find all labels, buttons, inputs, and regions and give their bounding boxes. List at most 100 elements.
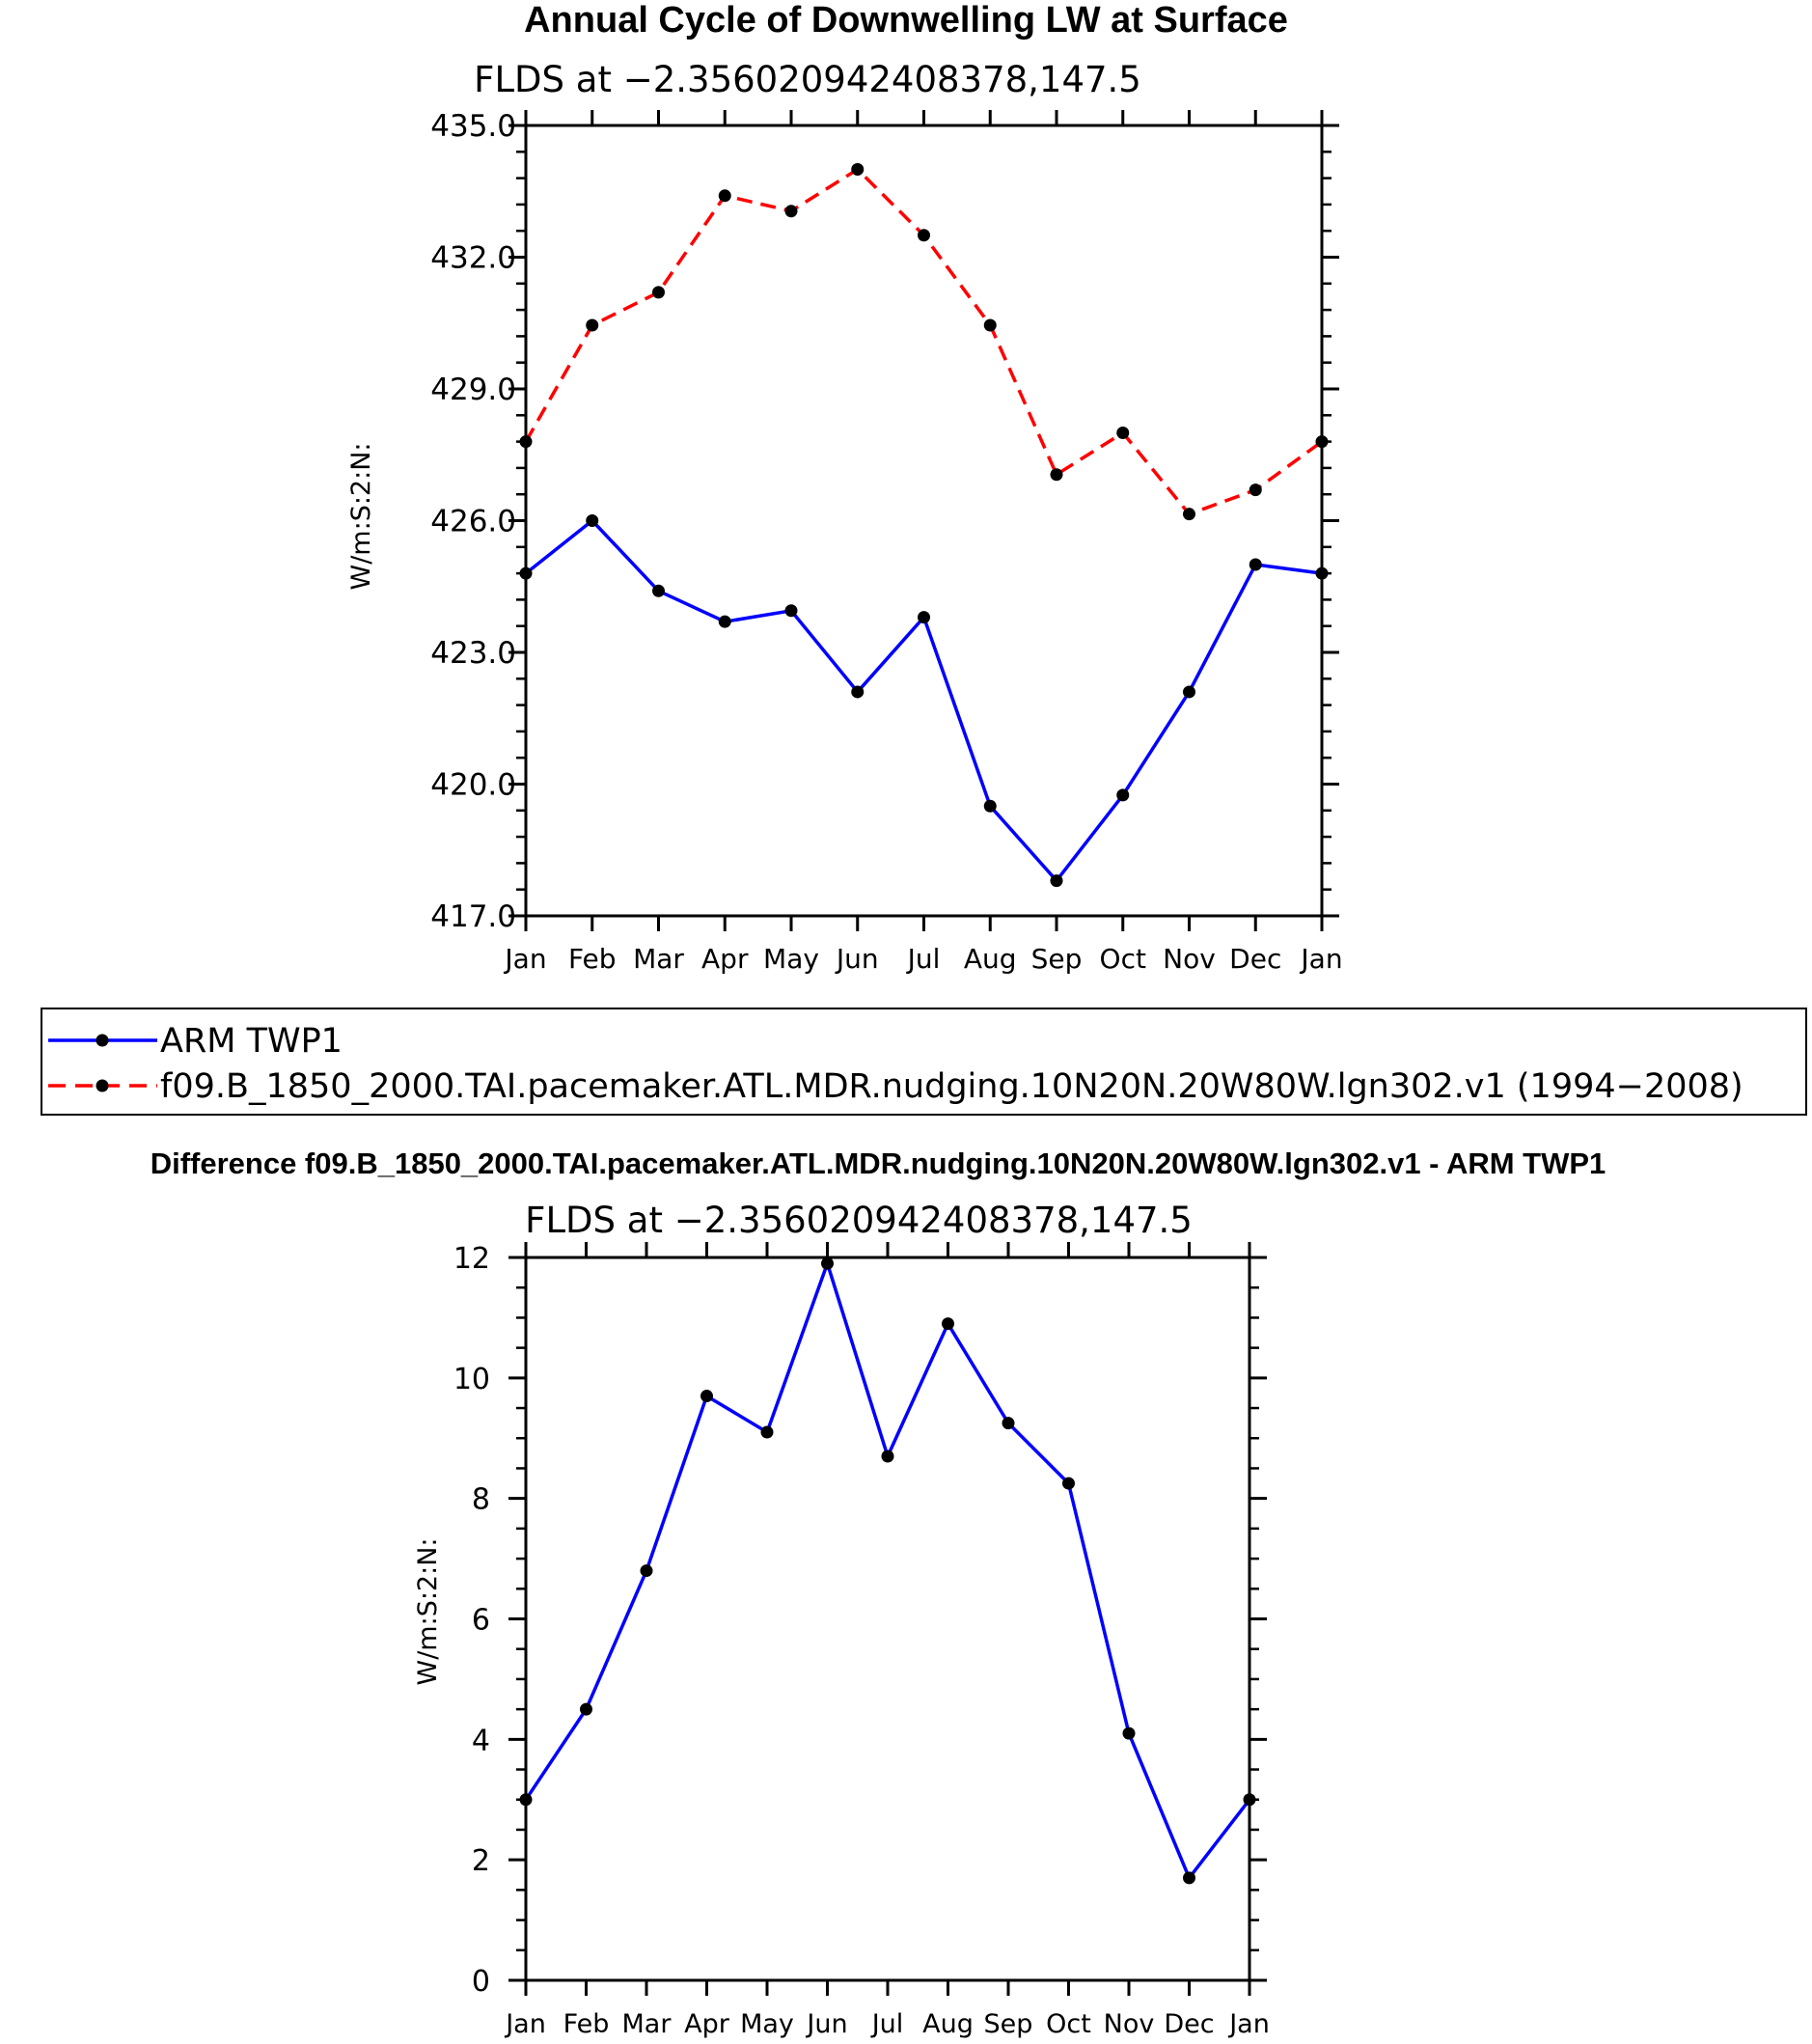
x-tick-label: Mar <box>622 2009 673 2039</box>
data-point <box>983 799 997 813</box>
axis-ticks <box>508 110 1339 931</box>
legend: ARM TWP1 f09.B_1850_2000.TAI.pacemaker.A… <box>41 1008 1807 1116</box>
y-axis-label: W/m:S:2:N: <box>346 443 376 591</box>
legend-marker-model <box>96 1079 109 1092</box>
y-tick-label: 2 <box>472 1844 490 1878</box>
y-tick-label: 0 <box>472 1965 490 1999</box>
data-point <box>851 685 865 699</box>
x-tick-label: Dec <box>1164 2009 1214 2039</box>
difference-chart: Difference f09.B_1850_2000.TAI.pacemaker… <box>151 1146 1606 2039</box>
data-point <box>1183 1871 1195 1885</box>
x-tick-label: Dec <box>1229 943 1281 975</box>
data-point <box>942 1317 954 1331</box>
data-point <box>652 584 665 597</box>
x-tick-label: Sep <box>984 2009 1033 2039</box>
legend-label-model: f09.B_1850_2000.TAI.pacemaker.ATL.MDR.nu… <box>160 1067 1743 1106</box>
x-tick-label: Feb <box>563 2009 610 2039</box>
x-tick-label: Apr <box>684 2009 730 2039</box>
data-point <box>718 189 731 203</box>
data-point <box>652 286 665 299</box>
data-point <box>1050 468 1063 482</box>
x-tick-label: Oct <box>1046 2009 1091 2039</box>
data-point <box>821 1257 834 1270</box>
x-tick-label: Jul <box>906 943 941 975</box>
x-tick-labels: Jan Feb Mar Apr May Jun Jul Aug Sep Oct Nov Dec Jan <box>504 2009 1270 2039</box>
y-tick-label: 12 <box>453 1242 490 1276</box>
x-tick-labels: Jan Feb Mar Apr May Jun Jul Aug Sep Oct Nov Dec Jan <box>503 943 1342 975</box>
y-tick-label: 435.0 <box>430 109 516 144</box>
y-tick-label: 423.0 <box>430 636 516 671</box>
x-tick-label: Oct <box>1100 943 1146 975</box>
series-line-0 <box>524 1261 1251 1880</box>
x-tick-label: Mar <box>633 943 684 975</box>
data-point <box>519 566 533 580</box>
data-point <box>1062 1477 1075 1490</box>
data-point <box>640 1564 653 1578</box>
y-tick-label: 432.0 <box>430 241 516 276</box>
data-point <box>1183 508 1195 521</box>
plot-frame <box>524 1256 1251 1982</box>
y-tick-label: 4 <box>472 1724 490 1757</box>
chart-title: Difference f09.B_1850_2000.TAI.pacemaker… <box>151 1146 1606 1180</box>
legend-marker-arm <box>96 1034 109 1047</box>
y-axis-label: W/m:S:2:N: <box>413 1538 443 1686</box>
x-tick-label: Nov <box>1104 2009 1155 2039</box>
data-point <box>918 229 930 242</box>
data-point <box>586 514 599 527</box>
data-point <box>784 604 798 618</box>
data-point <box>1249 558 1262 571</box>
data-point <box>586 318 599 332</box>
data-point <box>918 611 930 624</box>
data-point <box>580 1702 592 1716</box>
data-point <box>1183 685 1195 699</box>
data-point <box>760 1425 774 1439</box>
data-point <box>1116 788 1130 802</box>
y-tick-label: 10 <box>453 1363 490 1396</box>
data-point <box>1249 483 1262 497</box>
x-tick-label: Jan <box>1227 2009 1270 2039</box>
chart-subtitle: FLDS at −2.356020942408378,147.5 <box>525 1200 1193 1241</box>
plot-frame <box>524 124 1324 918</box>
x-tick-label: Aug <box>922 2009 974 2039</box>
data-point <box>1050 874 1063 888</box>
x-tick-label: May <box>740 2009 794 2039</box>
axis-ticks <box>508 1242 1267 1996</box>
x-tick-label: Jun <box>835 943 879 975</box>
chart-title: Annual Cycle of Downwelling LW at Surfac… <box>524 0 1288 41</box>
y-tick-label: 429.0 <box>430 373 516 407</box>
annual-cycle-chart: Annual Cycle of Downwelling LW at Surfac… <box>346 0 1343 975</box>
y-tick-label: 417.0 <box>430 899 516 934</box>
series-line-0 <box>524 518 1323 883</box>
data-point <box>1315 566 1329 580</box>
chart-subtitle: FLDS at −2.356020942408378,147.5 <box>474 59 1141 100</box>
x-tick-label: Feb <box>568 943 617 975</box>
data-point <box>1002 1417 1015 1430</box>
x-tick-label: Jul <box>870 2009 904 2039</box>
y-tick-label: 420.0 <box>430 768 516 803</box>
data-point <box>1315 435 1329 449</box>
series-line-1 <box>524 167 1324 516</box>
y-tick-label: 426.0 <box>430 505 516 539</box>
data-point <box>1243 1793 1256 1807</box>
legend-box <box>41 1008 1807 1116</box>
y-tick-labels: 417.0 420.0 423.0 426.0 429.0 432.0 435.0 <box>430 109 516 934</box>
y-tick-label: 8 <box>472 1483 490 1517</box>
x-tick-label: Jan <box>1299 943 1342 975</box>
x-tick-label: Nov <box>1163 943 1216 975</box>
x-tick-label: May <box>763 943 819 975</box>
x-tick-label: Sep <box>1031 943 1083 975</box>
x-tick-label: Jan <box>503 943 546 975</box>
y-tick-labels: 0 2 4 6 8 10 12 <box>453 1242 490 1999</box>
data-point <box>881 1450 894 1463</box>
data-point <box>718 615 731 628</box>
series-group <box>519 1257 1256 1885</box>
series-group <box>519 163 1329 888</box>
x-tick-label: Jan <box>504 2009 546 2039</box>
data-point <box>983 318 997 332</box>
legend-label-arm: ARM TWP1 <box>160 1022 343 1061</box>
data-point <box>1122 1726 1136 1740</box>
data-point <box>700 1390 713 1403</box>
data-point <box>851 163 865 176</box>
data-point <box>784 205 798 218</box>
